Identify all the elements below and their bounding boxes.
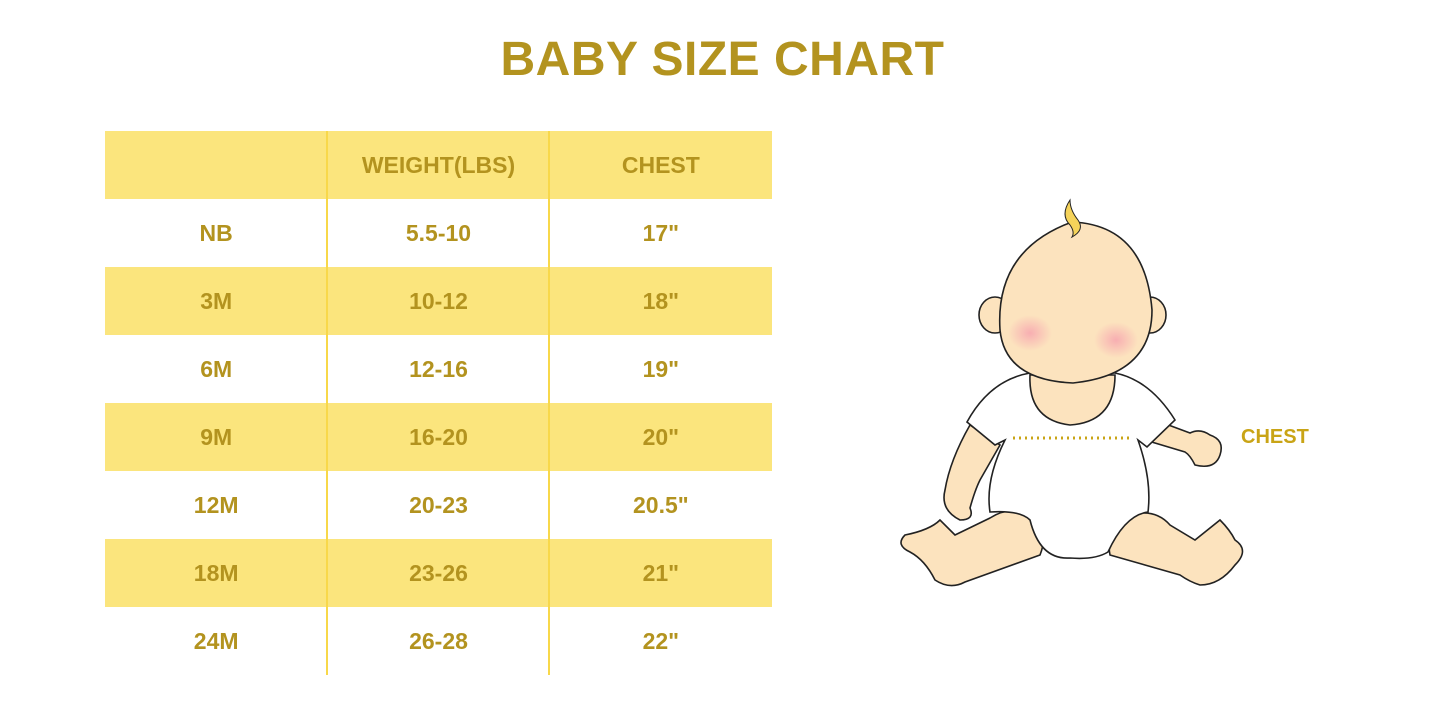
right-leg (1108, 512, 1244, 586)
header-cell-chest: CHEST (621, 151, 700, 178)
column-divider (548, 131, 550, 675)
right-cheek (1094, 322, 1138, 358)
cell-chest: 19" (642, 355, 680, 382)
cell-size: 9M (200, 423, 233, 450)
page-title: BABY SIZE CHART (500, 33, 945, 86)
cell-weight: 5.5-10 (405, 219, 472, 246)
cell-weight: 10-12 (409, 287, 468, 314)
cell-chest: 22" (642, 627, 680, 654)
table-row: 3M 10-12 18" (105, 267, 772, 335)
cell-weight: 23-26 (409, 559, 468, 586)
table-row: 18M 23-26 21" (105, 539, 772, 607)
left-arm (943, 423, 1002, 521)
cell-chest: 20.5" (632, 491, 689, 518)
cell-chest: 18" (642, 287, 680, 314)
cell-size: 3M (200, 287, 233, 314)
cell-size: 18M (193, 559, 239, 586)
cell-size: 12M (193, 491, 239, 518)
chest-label: CHEST (1241, 426, 1309, 448)
left-leg (900, 509, 1045, 587)
table-row: NB 5.5-10 17" (105, 199, 772, 267)
hair-curl-icon (1064, 198, 1081, 239)
cell-weight: 16-20 (409, 423, 468, 450)
cell-weight: 20-23 (409, 491, 468, 518)
neck (1029, 374, 1116, 426)
table-row: 9M 16-20 20" (105, 403, 772, 471)
cell-weight: 12-16 (409, 355, 468, 382)
head (998, 221, 1153, 384)
cell-size: 6M (200, 355, 233, 382)
table-header-row: WEIGHT(LBS) CHEST (105, 131, 772, 199)
table-row: 12M 20-23 20.5" (105, 471, 772, 539)
cell-weight: 26-28 (409, 627, 468, 654)
header-cell-weight: WEIGHT(LBS) (361, 151, 516, 178)
cell-size: 24M (193, 627, 239, 654)
table-row: 24M 26-28 22" (105, 607, 772, 675)
baby-illustration (900, 198, 1244, 587)
header-cell-size (105, 131, 327, 199)
cell-chest: 17" (642, 219, 680, 246)
cell-size: NB (199, 219, 233, 246)
cell-chest: 21" (642, 559, 680, 586)
column-divider (326, 131, 328, 675)
size-table: WEIGHT(LBS) CHEST NB 5.5-10 17" 3M 10-12 18" 6… (105, 131, 772, 675)
onesie (965, 372, 1177, 560)
left-cheek (1008, 315, 1052, 351)
cell-chest: 20" (642, 423, 680, 450)
table-row: 6M 12-16 19" (105, 335, 772, 403)
